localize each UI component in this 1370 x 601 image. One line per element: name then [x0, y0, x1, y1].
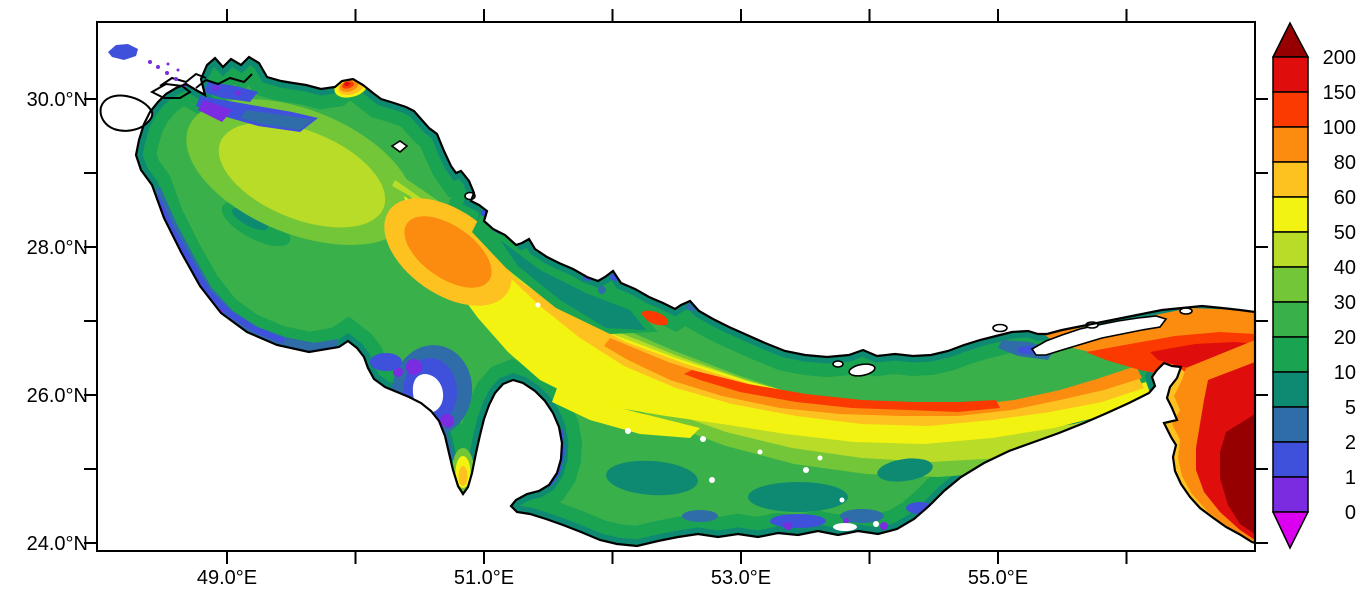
shatt-al-arab-channels	[149, 72, 253, 99]
colorbar-segment	[1272, 441, 1309, 478]
nw-orange-tongue	[404, 216, 492, 288]
colorbar-label: 1	[1345, 467, 1356, 489]
kuwait-bay-lagoon	[99, 94, 154, 132]
axis-band-60-80	[432, 214, 1144, 426]
colorbar-label: 200	[1323, 47, 1356, 69]
colorbar-segment	[1272, 301, 1309, 338]
colorbar-label: 2	[1345, 432, 1356, 454]
south-teal-patch2	[748, 482, 848, 512]
colorbar-segment	[1272, 126, 1309, 163]
axis-streak-100-150	[684, 370, 1000, 412]
colorbar-label: 40	[1334, 257, 1356, 279]
colorbar-label: 150	[1323, 82, 1356, 104]
colorbar-label: 5	[1345, 397, 1356, 419]
colorbar-label: 100	[1323, 117, 1356, 139]
colorbar-segment	[1272, 231, 1309, 268]
x-tick-label-53e: 53.0°E	[711, 567, 771, 589]
island-ne-of-qatar-2	[832, 360, 844, 368]
colorbar-label: 30	[1334, 292, 1356, 314]
plot-frame	[84, 9, 1268, 564]
sea-data-field	[136, 57, 1255, 546]
x-tick-label-49e: 49.0°E	[197, 567, 257, 589]
bottom-ticks	[226, 551, 1128, 564]
island-ne-of-qatar	[848, 363, 876, 377]
oman-basin-darkred	[1220, 414, 1255, 534]
frame-rect	[96, 21, 1256, 552]
colorbar-label: 50	[1334, 222, 1356, 244]
y-tick-label-24n: 24.0°N	[27, 533, 88, 555]
colorbar-segment	[1272, 336, 1309, 373]
colorbar-segment	[1272, 476, 1309, 513]
colorbar-label: 80	[1334, 152, 1356, 174]
axis-band-50-60	[404, 196, 1152, 444]
iran-bay-steel-spot	[598, 286, 606, 294]
y-axis-labels: 30.0°N 28.0°N 26.0°N 24.0°N	[27, 89, 88, 555]
redorange-fleck	[641, 310, 669, 326]
data-gap-specks	[427, 252, 1088, 533]
top-ticks	[226, 9, 1128, 22]
colorbar-label: 10	[1334, 362, 1356, 384]
y-tick-label-26n: 26.0°N	[27, 385, 88, 407]
qeshm-island	[1030, 315, 1168, 356]
colorbar-under-arrow	[1271, 511, 1310, 550]
colorbar-segment	[1272, 371, 1309, 408]
salwa-warm-spot	[452, 448, 474, 492]
colorbar-segment	[1272, 266, 1309, 303]
y-tick-label-28n: 28.0°N	[27, 237, 88, 259]
y-tick-label-30n: 30.0°N	[27, 89, 88, 111]
south-teal-patch1	[606, 460, 698, 496]
colorbar-labels: 200 150 100 80 60 50 40 30 20 10 5 2 1 0	[1323, 47, 1356, 524]
strait-island-1	[992, 323, 1008, 333]
nw-yellowgreen-blob	[218, 122, 386, 228]
colorbar-segment	[1272, 406, 1309, 443]
south-teal-patch3	[877, 458, 933, 482]
colorbar-label: 60	[1334, 187, 1356, 209]
axis-band-80-100	[604, 338, 1142, 416]
iran-coast-teal-wedge	[500, 240, 646, 330]
nw-teal-streak	[232, 207, 268, 231]
kharg-island	[390, 140, 409, 154]
left-ticks	[84, 98, 97, 544]
colorbar-segments	[1272, 56, 1309, 513]
colorbar-segment	[1272, 196, 1309, 233]
colorbar-segment	[1272, 91, 1309, 128]
x-axis-labels: 49.0°E 51.0°E 53.0°E 55.0°E	[197, 567, 1028, 589]
x-tick-label-55e: 55.0°E	[968, 567, 1028, 589]
colorbar: 200 150 100 80 60 50 40 30 20 10 5 2 1 0	[1271, 21, 1356, 550]
colorbar-segment	[1272, 161, 1309, 198]
x-tick-label-51e: 51.0°E	[454, 567, 514, 589]
colorbar-over-arrow	[1271, 21, 1310, 58]
inland-lake	[108, 44, 138, 60]
colorbar-segment	[1272, 56, 1309, 93]
yellow-south-bulge	[552, 380, 700, 438]
colorbar-label: 0	[1345, 502, 1356, 524]
inland-violet-dots	[148, 60, 187, 87]
colorbar-label: 20	[1334, 327, 1356, 349]
right-ticks	[1255, 98, 1268, 544]
